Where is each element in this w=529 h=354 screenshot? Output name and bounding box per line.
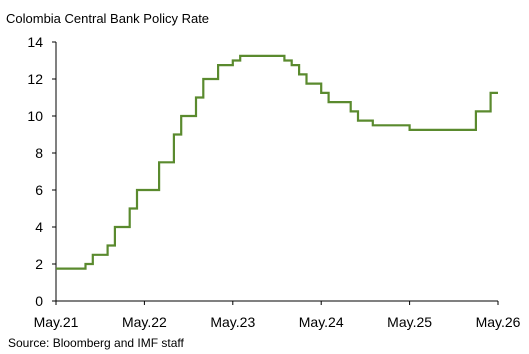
y-tick-label: 8 (35, 145, 43, 161)
x-tick-label: May.25 (387, 314, 432, 330)
y-tick-label: 4 (35, 219, 43, 235)
x-tick-label: May.26 (476, 314, 521, 330)
x-tick-label: May.24 (299, 314, 344, 330)
y-tick-label: 10 (27, 108, 43, 124)
y-tick-label: 6 (35, 182, 43, 198)
chart-source: Source: Bloomberg and IMF staff (8, 336, 184, 350)
y-axis-ticks: 0 2 4 6 8 10 12 14 (27, 34, 56, 309)
x-tick-label: May.21 (34, 314, 79, 330)
chart-title: Colombia Central Bank Policy Rate (6, 11, 210, 26)
x-tick-label: May.23 (210, 314, 255, 330)
y-tick-label: 2 (35, 256, 43, 272)
y-tick-label: 12 (27, 71, 43, 87)
axes (55, 42, 498, 302)
series-line (56, 54, 498, 270)
y-tick-label: 14 (27, 34, 43, 50)
y-tick-label: 0 (35, 293, 43, 309)
x-tick-label: May.22 (122, 314, 167, 330)
x-axis-ticks: May.21 May.22 May.23 May.24 May.25 May.26 (34, 301, 521, 330)
